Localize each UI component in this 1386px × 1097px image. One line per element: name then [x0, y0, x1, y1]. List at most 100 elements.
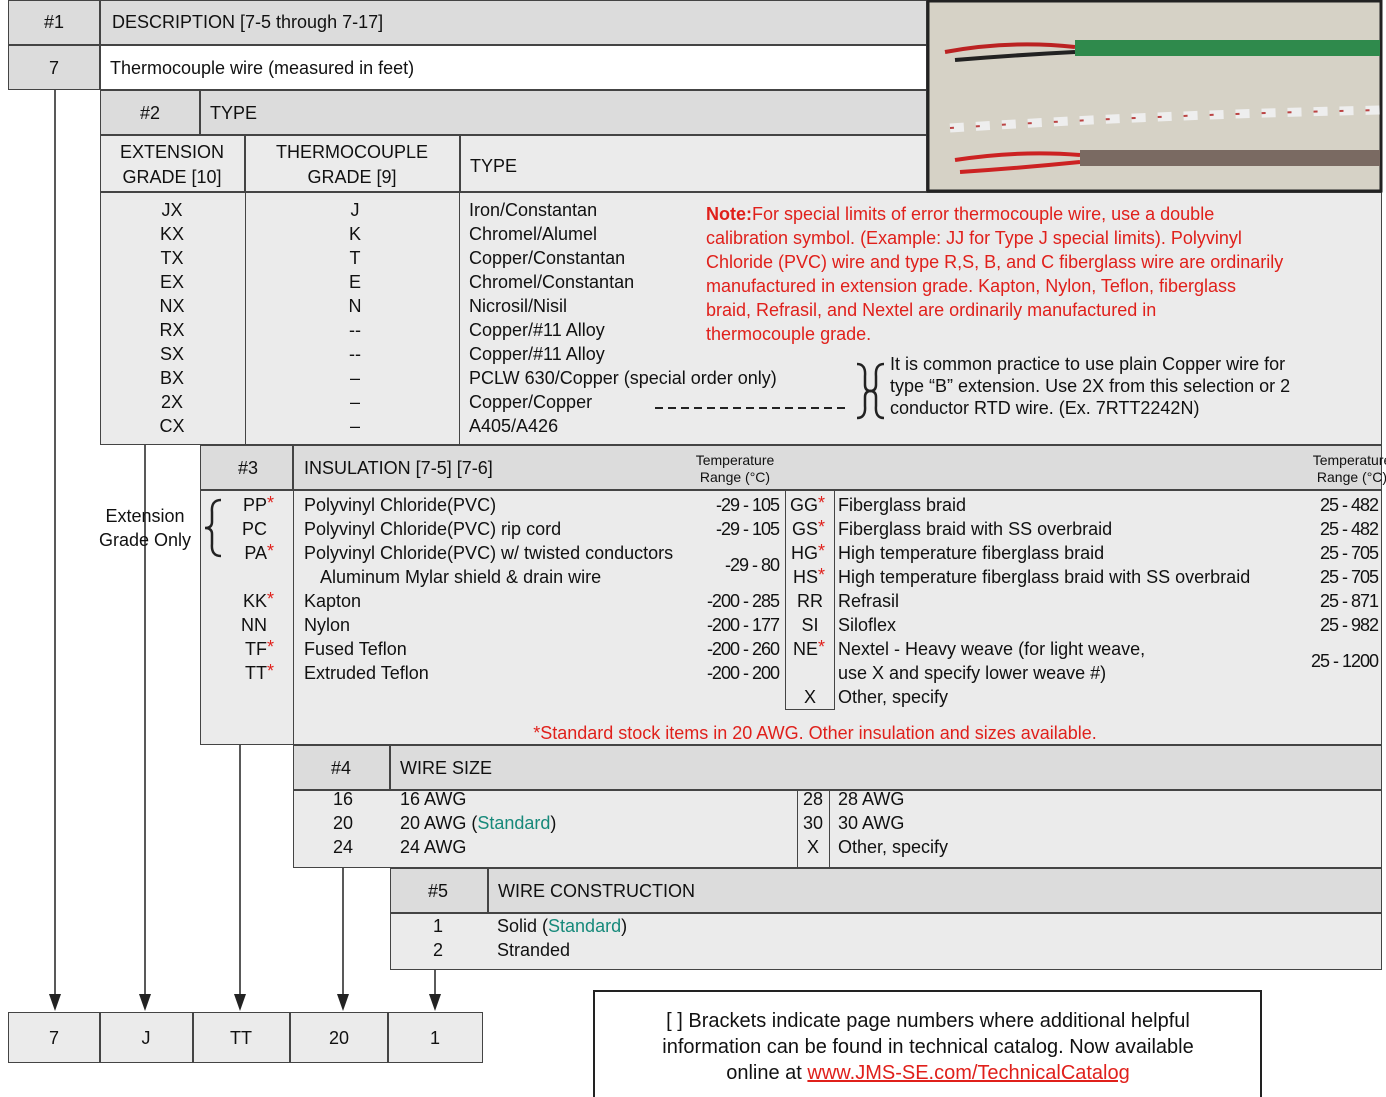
- option: 24 AWG: [400, 838, 466, 856]
- option: Other, specify: [838, 838, 948, 856]
- option: Stranded: [497, 941, 570, 959]
- type: Nicrosil/Nisil: [469, 297, 567, 315]
- code: RR: [797, 592, 823, 610]
- section-title: TYPE: [210, 104, 257, 122]
- example-code: 20: [329, 1029, 349, 1047]
- thermocouple-grade: –: [350, 417, 360, 435]
- insulation: Fused Teflon: [304, 640, 407, 658]
- option: 28 AWG: [838, 790, 904, 808]
- note-line: braid, Refrasil, and Nextel are ordinari…: [706, 301, 1156, 319]
- section-title: WIRE SIZE: [400, 759, 492, 777]
- temp-range: 25 - 982: [1320, 616, 1378, 634]
- text-part: For special limits of error thermocouple…: [752, 204, 1214, 224]
- link[interactable]: www.JMS-SE.com/TechnicalCatalog: [807, 1062, 1129, 1084]
- text-part: Note:: [706, 204, 752, 224]
- extension-grade: EX: [160, 273, 184, 291]
- code: PP: [243, 496, 267, 514]
- code: 24: [333, 838, 353, 856]
- text-part: Other, specify: [838, 837, 948, 857]
- brace-note: type “B” extension. Use 2X from this sel…: [890, 377, 1290, 395]
- temp-range: -200 - 285: [707, 592, 779, 610]
- note-line: thermocouple grade.: [706, 325, 871, 343]
- text-part: online at: [726, 1062, 807, 1084]
- code: TF: [245, 640, 267, 658]
- extension-grade: SX: [160, 345, 184, 363]
- column-header: EXTENSION: [120, 143, 224, 161]
- insulation: Aluminum Mylar shield & drain wire: [320, 568, 601, 586]
- text-part: 20 AWG (: [400, 813, 477, 833]
- type: PCLW 630/Copper (special order only): [469, 369, 777, 387]
- thermocouple-grade: –: [350, 393, 360, 411]
- text-part: Solid (: [497, 916, 548, 936]
- code: X: [807, 838, 819, 856]
- temp-range: 25 - 482: [1320, 520, 1378, 538]
- text-part: ): [621, 916, 627, 936]
- note-line: Chloride (PVC) wire and type R,S, B, and…: [706, 253, 1283, 271]
- option: 30 AWG: [838, 814, 904, 832]
- extension-grade: 2X: [161, 393, 183, 411]
- temp-range: -29 - 80: [725, 556, 779, 574]
- note-line: manufactured in extension grade. Kapton,…: [706, 277, 1236, 295]
- extension-label: Grade Only: [99, 531, 191, 549]
- extension-grade: RX: [159, 321, 184, 339]
- page: #1DESCRIPTION [7-5 through 7-17]7Thermoc…: [0, 0, 1386, 1097]
- thermocouple-grade: K: [349, 225, 361, 243]
- code: KK: [243, 592, 267, 610]
- temp-range: 25 - 705: [1320, 568, 1378, 586]
- text-part: 24 AWG: [400, 837, 466, 857]
- footnote: *Standard stock items in 20 AWG. Other i…: [533, 724, 1097, 742]
- extension-grade: JX: [161, 201, 182, 219]
- extension-grade: NX: [159, 297, 184, 315]
- temp-range: -29 - 105: [716, 496, 779, 514]
- thermocouple-grade: N: [349, 297, 362, 315]
- insulation: Polyvinyl Chloride(PVC) rip cord: [304, 520, 561, 538]
- text-part: 28 AWG: [838, 789, 904, 809]
- section-title: INSULATION [7-5] [7-6]: [304, 459, 493, 477]
- type: Copper/Constantan: [469, 249, 625, 267]
- insulation: Siloflex: [838, 616, 896, 634]
- insulation: Kapton: [304, 592, 361, 610]
- section-number: #4: [331, 759, 351, 777]
- code: 28: [803, 790, 823, 808]
- code: PC: [242, 520, 267, 538]
- code: HS: [793, 568, 818, 586]
- temp-header: Range (°C): [1317, 470, 1386, 484]
- extension-grade: CX: [159, 417, 184, 435]
- connectors: [0, 0, 1386, 1097]
- column-header: GRADE [10]: [122, 168, 221, 186]
- code: NN: [241, 616, 267, 634]
- temp-header: Temperature: [696, 453, 775, 467]
- star: *: [267, 638, 274, 656]
- text-part: 16 AWG: [400, 789, 466, 809]
- option: 16 AWG: [400, 790, 466, 808]
- temp-range: 25 - 1200: [1311, 652, 1378, 670]
- thermocouple-grade: –: [350, 369, 360, 387]
- insulation: Extruded Teflon: [304, 664, 429, 682]
- option: 20 AWG (Standard): [400, 814, 556, 832]
- photo: [928, 1, 1381, 191]
- insulation: High temperature fiberglass braid: [838, 544, 1104, 562]
- code: PA: [244, 544, 267, 562]
- star: *: [818, 638, 825, 656]
- text-part: ): [550, 813, 556, 833]
- description: Thermocouple wire (measured in feet): [110, 59, 414, 77]
- code: 2: [433, 941, 443, 959]
- section-number: #3: [238, 459, 258, 477]
- thermocouple-grade: --: [349, 345, 361, 363]
- brace-note: It is common practice to use plain Coppe…: [890, 355, 1285, 373]
- brace-note: conductor RTD wire. (Ex. 7RTT2242N): [890, 399, 1199, 417]
- section-title: WIRE CONSTRUCTION: [498, 882, 695, 900]
- text-part: Standard: [477, 813, 550, 833]
- text-part: Stranded: [497, 940, 570, 960]
- note-line: calibration symbol. (Example: JJ for Typ…: [706, 229, 1242, 247]
- star: *: [267, 590, 274, 608]
- info-text: information can be found in technical ca…: [662, 1037, 1193, 1057]
- insulation: Nextel - Heavy weave (for light weave,: [838, 640, 1145, 658]
- type: Chromel/Constantan: [469, 273, 634, 291]
- extension-grade: KX: [160, 225, 184, 243]
- column-header: GRADE [9]: [307, 168, 396, 186]
- type: Iron/Constantan: [469, 201, 597, 219]
- star: *: [818, 566, 825, 584]
- code: 20: [333, 814, 353, 832]
- star: *: [818, 518, 825, 536]
